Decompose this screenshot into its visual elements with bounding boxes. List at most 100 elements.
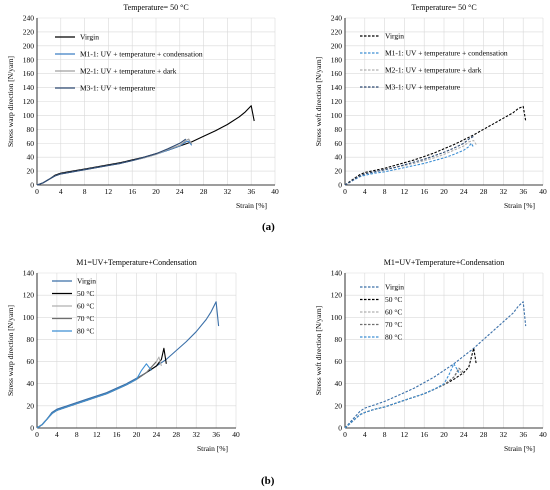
chart2-x-tick-label: 24	[460, 187, 468, 196]
chart2-y-tick-label: 120	[331, 97, 343, 106]
chart1-legend-entry-3: M2-1: UV + temperature + dark	[80, 67, 177, 76]
chart1-y-tick-label: 240	[23, 14, 35, 23]
chart2-y-axis-label: Stress weft direction [N/yarn]	[314, 57, 323, 146]
chart1-x-tick-label: 20	[152, 187, 160, 196]
chart1-x-tick-label: 8	[83, 187, 87, 196]
chart1-y-tick-label: 220	[23, 27, 35, 36]
chart3-y-tick-label: 80	[27, 335, 35, 344]
chart3-x-tick-label: 36	[212, 430, 220, 439]
chart4-y-tick-label: 140	[331, 269, 343, 278]
chart1-x-tick-label: 12	[105, 187, 113, 196]
chart3-x-tick-label: 32	[192, 430, 200, 439]
chart1-y-tick-label: 20	[27, 167, 35, 176]
chart3-x-tick-label: 8	[75, 430, 79, 439]
chart4-x-tick-label: 4	[363, 430, 367, 439]
chart1-series-line-4	[36, 138, 187, 186]
chart4-y-tick-label: 20	[335, 401, 343, 410]
chart2-y-tick-label: 60	[335, 139, 343, 148]
chart1-y-tick-label: 0	[30, 181, 34, 190]
chart3-y-tick-label: 20	[27, 401, 35, 410]
chart2-x-tick-label: 16	[420, 187, 428, 196]
chart4-legend-entry-5: 80 °C	[385, 333, 402, 342]
chart4-y-tick-label: 120	[331, 291, 343, 300]
chart2-x-tick-label: 0	[343, 187, 347, 196]
chart3-legend-entry-5: 80 °C	[77, 327, 94, 336]
chart3-x-tick-label: 20	[133, 430, 141, 439]
chart4-y-tick-label: 80	[335, 335, 343, 344]
panel-label-b: (b)	[261, 475, 275, 487]
chart4-legend-entry-2: 50 °C	[385, 295, 402, 304]
chart1-y-tick-label: 120	[23, 97, 35, 106]
chart3-x-tick-label: 28	[173, 430, 181, 439]
panel-label-a: (a)	[262, 221, 275, 233]
chart3-y-axis-label: Stress warp direction [N/yarn]	[6, 305, 15, 396]
chart3-x-tick-label: 40	[232, 430, 240, 439]
chart2-y-tick-label: 0	[338, 181, 342, 190]
chart2-x-tick-label: 20	[440, 187, 448, 196]
chart3-x-tick-label: 0	[35, 430, 39, 439]
chart3-legend-entry-4: 70 °C	[77, 314, 94, 323]
chart1-title: Temperature= 50 °C	[123, 3, 188, 12]
chart3-legend-entry-1: Virgin	[77, 277, 96, 286]
chart4-y-tick-label: 0	[338, 424, 342, 433]
chart2-x-tick-label: 12	[401, 187, 409, 196]
chart3-title: M1=UV+Temperature+Condensation	[76, 258, 197, 267]
chart4-series-line-1	[344, 301, 527, 429]
chart2-y-tick-label: 100	[331, 111, 343, 120]
chart3-y-tick-label: 40	[27, 379, 35, 388]
chart2-legend-entry-4: M3-1: UV + temperature	[385, 83, 461, 92]
chart3-x-axis-label: Strain [%]	[197, 444, 228, 453]
chart2-x-tick-label: 28	[480, 187, 488, 196]
chart3-y-tick-label: 0	[30, 424, 34, 433]
chart2-x-tick-label: 4	[363, 187, 367, 196]
chart2-y-tick-label: 220	[331, 27, 343, 36]
chart3-series-line-1	[36, 301, 220, 429]
chart3-y-tick-label: 60	[27, 357, 35, 366]
chart4-y-axis-label: Stress weft direction [N/yarn]	[314, 306, 323, 395]
chart4-title: M1=UV+Temperature+Condensation	[384, 258, 505, 267]
chart3-legend-entry-3: 60 °C	[77, 302, 94, 311]
chart4-x-tick-label: 16	[420, 430, 428, 439]
chart2-y-tick-label: 200	[331, 41, 343, 50]
chart2-y-tick-label: 80	[335, 125, 343, 134]
chart2-x-tick-label: 40	[539, 187, 547, 196]
chart2-y-tick-label: 240	[331, 14, 343, 23]
chart1-y-tick-label: 80	[27, 125, 35, 134]
chart2-series-line-2	[344, 142, 475, 186]
chart1-x-tick-label: 40	[271, 187, 279, 196]
chart1-series-line-1	[36, 105, 255, 186]
chart3-y-tick-label: 120	[23, 291, 35, 300]
chart4-y-tick-label: 40	[335, 379, 343, 388]
chart2-y-tick-label: 40	[335, 153, 343, 162]
chart2-series-line-4	[344, 135, 474, 186]
chart3-series-line-5	[36, 363, 152, 429]
chart3-x-tick-label: 16	[113, 430, 121, 439]
chart1-x-axis-label: Strain [%]	[236, 201, 267, 210]
chart4-x-tick-label: 28	[480, 430, 488, 439]
chart3-y-tick-label: 140	[23, 269, 35, 278]
chart1-x-tick-label: 32	[224, 187, 232, 196]
chart2-title: Temperature= 50 °C	[411, 3, 476, 12]
chart2-y-tick-label: 180	[331, 55, 343, 64]
chart1-x-tick-label: 24	[176, 187, 184, 196]
chart4-legend-entry-1: Virgin	[385, 283, 404, 292]
chart4-x-tick-label: 0	[343, 430, 347, 439]
chart2-series-line-1	[344, 105, 527, 186]
chart1-y-axis-label: Stress warp direction [N/yarn]	[6, 56, 15, 147]
chart1-legend-entry-1: Virgin	[80, 33, 99, 42]
chart1-y-tick-label: 200	[23, 41, 35, 50]
chart3-legend-entry-2: 50 °C	[77, 289, 94, 298]
chart1-y-tick-label: 180	[23, 55, 35, 64]
chart4-x-tick-label: 8	[383, 430, 387, 439]
chart2-legend-entry-2: M1-1: UV + temperature + condensation	[385, 49, 508, 58]
chart2-x-axis-label: Strain [%]	[504, 201, 535, 210]
chart1-y-tick-label: 160	[23, 69, 35, 78]
chart1-y-tick-label: 100	[23, 111, 35, 120]
chart3-x-tick-label: 4	[55, 430, 59, 439]
chart3-x-tick-label: 12	[93, 430, 101, 439]
chart1-series-line-2	[36, 140, 193, 186]
chart2-legend-entry-3: M2-1: UV + temperature + dark	[385, 66, 482, 75]
chart1-y-tick-label: 140	[23, 83, 35, 92]
chart4-legend-entry-3: 60 °C	[385, 308, 402, 317]
